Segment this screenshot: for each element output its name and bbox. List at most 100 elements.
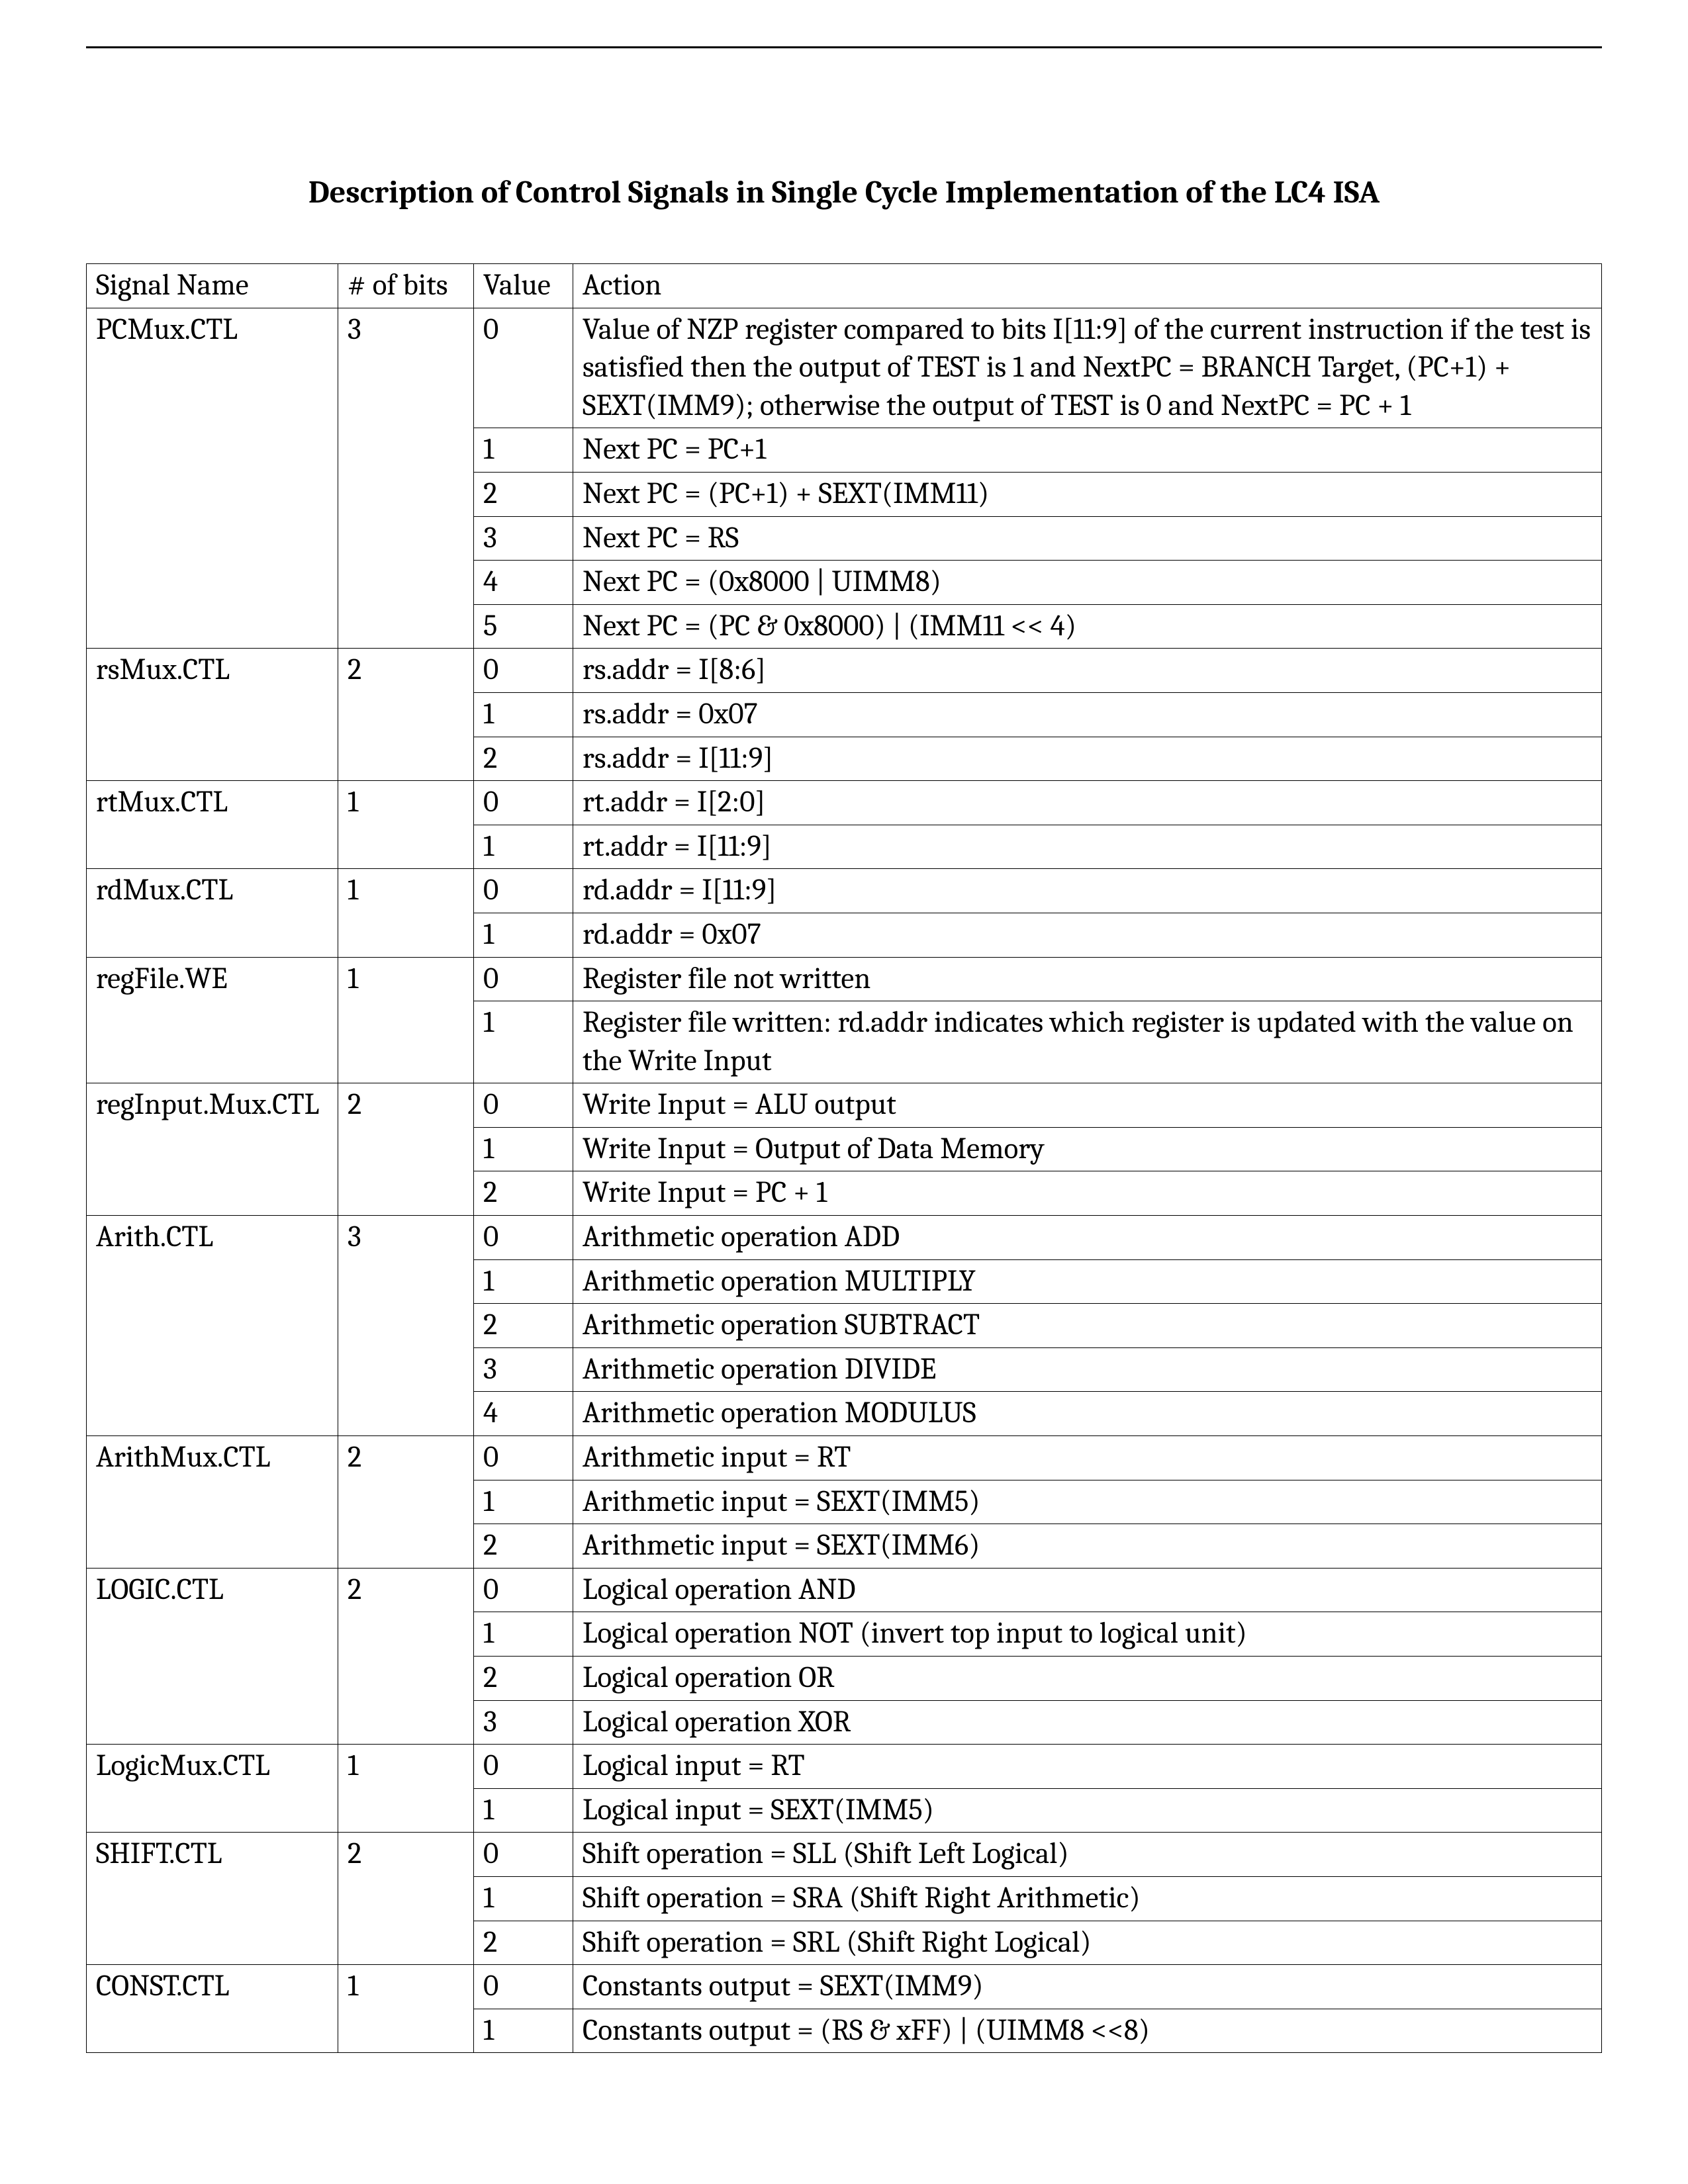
cell-action: Next PC = RS	[573, 516, 1602, 561]
cell-num-bits: 2	[338, 1083, 474, 1216]
cell-value: 5	[474, 604, 573, 649]
cell-action: Next PC = PC+1	[573, 428, 1602, 473]
cell-action: Arithmetic input = SEXT(IMM6)	[573, 1524, 1602, 1569]
cell-value: 1	[474, 1876, 573, 1921]
cell-value: 0	[474, 1083, 573, 1128]
cell-action: rd.addr = 0x07	[573, 913, 1602, 957]
cell-action: Register file written: rd.addr indicates…	[573, 1001, 1602, 1083]
cell-value: 0	[474, 781, 573, 825]
table-row: ArithMux.CTL20Arithmetic input = RT	[87, 1436, 1602, 1480]
table-row: rdMux.CTL10rd.addr = I[11:9]	[87, 869, 1602, 913]
col-value: Value	[474, 264, 573, 308]
cell-num-bits: 1	[338, 869, 474, 957]
cell-value: 4	[474, 1392, 573, 1436]
table-row: Arith.CTL30Arithmetic operation ADD	[87, 1216, 1602, 1260]
table-row: regFile.WE10Register file not written	[87, 957, 1602, 1001]
cell-num-bits: 1	[338, 1965, 474, 2053]
cell-value: 2	[474, 1304, 573, 1348]
cell-action: Arithmetic operation ADD	[573, 1216, 1602, 1260]
cell-signal-name: regInput.Mux.CTL	[87, 1083, 338, 1216]
top-rule	[86, 46, 1602, 48]
cell-action: Constants output = (RS & xFF) | (UIMM8 <…	[573, 2009, 1602, 2053]
table-row: rtMux.CTL10rt.addr = I[2:0]	[87, 781, 1602, 825]
cell-value: 2	[474, 1524, 573, 1569]
table-row: rsMux.CTL20rs.addr = I[8:6]	[87, 649, 1602, 693]
cell-num-bits: 2	[338, 1568, 474, 1744]
cell-action: rs.addr = I[11:9]	[573, 737, 1602, 781]
cell-value: 0	[474, 308, 573, 428]
cell-action: Arithmetic input = RT	[573, 1436, 1602, 1480]
cell-action: Write Input = ALU output	[573, 1083, 1602, 1128]
cell-action: Value of NZP register compared to bits I…	[573, 308, 1602, 428]
cell-signal-name: ArithMux.CTL	[87, 1436, 338, 1569]
col-action: Action	[573, 264, 1602, 308]
cell-value: 0	[474, 1216, 573, 1260]
cell-value: 1	[474, 1480, 573, 1524]
cell-value: 4	[474, 561, 573, 605]
table-row: LogicMux.CTL10Logical input = RT	[87, 1745, 1602, 1789]
table-header-row: Signal Name # of bits Value Action	[87, 264, 1602, 308]
cell-signal-name: regFile.WE	[87, 957, 338, 1083]
cell-signal-name: rsMux.CTL	[87, 649, 338, 781]
cell-value: 1	[474, 1612, 573, 1657]
cell-action: Register file not written	[573, 957, 1602, 1001]
cell-signal-name: LogicMux.CTL	[87, 1745, 338, 1833]
cell-action: Logical operation AND	[573, 1568, 1602, 1612]
cell-value: 0	[474, 1436, 573, 1480]
cell-num-bits: 1	[338, 781, 474, 869]
cell-value: 1	[474, 913, 573, 957]
col-signal-name: Signal Name	[87, 264, 338, 308]
table-row: LOGIC.CTL20Logical operation AND	[87, 1568, 1602, 1612]
cell-action: rs.addr = 0x07	[573, 692, 1602, 737]
cell-value: 1	[474, 1259, 573, 1304]
page-title: Description of Control Signals in Single…	[86, 174, 1602, 210]
cell-action: rd.addr = I[11:9]	[573, 869, 1602, 913]
cell-value: 2	[474, 472, 573, 516]
cell-value: 2	[474, 1921, 573, 1965]
table-row: SHIFT.CTL20Shift operation = SLL (Shift …	[87, 1833, 1602, 1877]
cell-num-bits: 2	[338, 1436, 474, 1569]
cell-value: 0	[474, 649, 573, 693]
cell-value: 1	[474, 825, 573, 869]
cell-action: Next PC = (0x8000 | UIMM8)	[573, 561, 1602, 605]
cell-signal-name: rdMux.CTL	[87, 869, 338, 957]
table-row: regInput.Mux.CTL20Write Input = ALU outp…	[87, 1083, 1602, 1128]
cell-signal-name: rtMux.CTL	[87, 781, 338, 869]
cell-action: Arithmetic operation SUBTRACT	[573, 1304, 1602, 1348]
col-num-bits: # of bits	[338, 264, 474, 308]
table-row: PCMux.CTL30Value of NZP register compare…	[87, 308, 1602, 428]
cell-signal-name: CONST.CTL	[87, 1965, 338, 2053]
cell-value: 1	[474, 2009, 573, 2053]
cell-num-bits: 2	[338, 649, 474, 781]
cell-value: 0	[474, 957, 573, 1001]
cell-action: Arithmetic input = SEXT(IMM5)	[573, 1480, 1602, 1524]
cell-value: 0	[474, 1568, 573, 1612]
cell-action: rt.addr = I[11:9]	[573, 825, 1602, 869]
cell-action: Constants output = SEXT(IMM9)	[573, 1965, 1602, 2009]
cell-action: Next PC = (PC & 0x8000) | (IMM11 << 4)	[573, 604, 1602, 649]
cell-num-bits: 1	[338, 1745, 474, 1833]
cell-value: 3	[474, 516, 573, 561]
cell-action: Shift operation = SRL (Shift Right Logic…	[573, 1921, 1602, 1965]
cell-value: 3	[474, 1347, 573, 1392]
cell-action: Arithmetic operation MODULUS	[573, 1392, 1602, 1436]
cell-action: Next PC = (PC+1) + SEXT(IMM11)	[573, 472, 1602, 516]
cell-value: 0	[474, 1745, 573, 1789]
cell-value: 0	[474, 869, 573, 913]
cell-value: 1	[474, 692, 573, 737]
cell-num-bits: 2	[338, 1833, 474, 1965]
cell-num-bits: 3	[338, 1216, 474, 1436]
cell-value: 2	[474, 1657, 573, 1701]
cell-value: 0	[474, 1833, 573, 1877]
cell-action: Shift operation = SRA (Shift Right Arith…	[573, 1876, 1602, 1921]
cell-value: 2	[474, 737, 573, 781]
cell-action: rs.addr = I[8:6]	[573, 649, 1602, 693]
cell-action: Shift operation = SLL (Shift Left Logica…	[573, 1833, 1602, 1877]
cell-action: Logical operation XOR	[573, 1700, 1602, 1745]
cell-value: 1	[474, 1001, 573, 1083]
cell-value: 1	[474, 1127, 573, 1171]
cell-action: Logical operation NOT (invert top input …	[573, 1612, 1602, 1657]
cell-action: Arithmetic operation DIVIDE	[573, 1347, 1602, 1392]
cell-num-bits: 3	[338, 308, 474, 649]
cell-signal-name: Arith.CTL	[87, 1216, 338, 1436]
